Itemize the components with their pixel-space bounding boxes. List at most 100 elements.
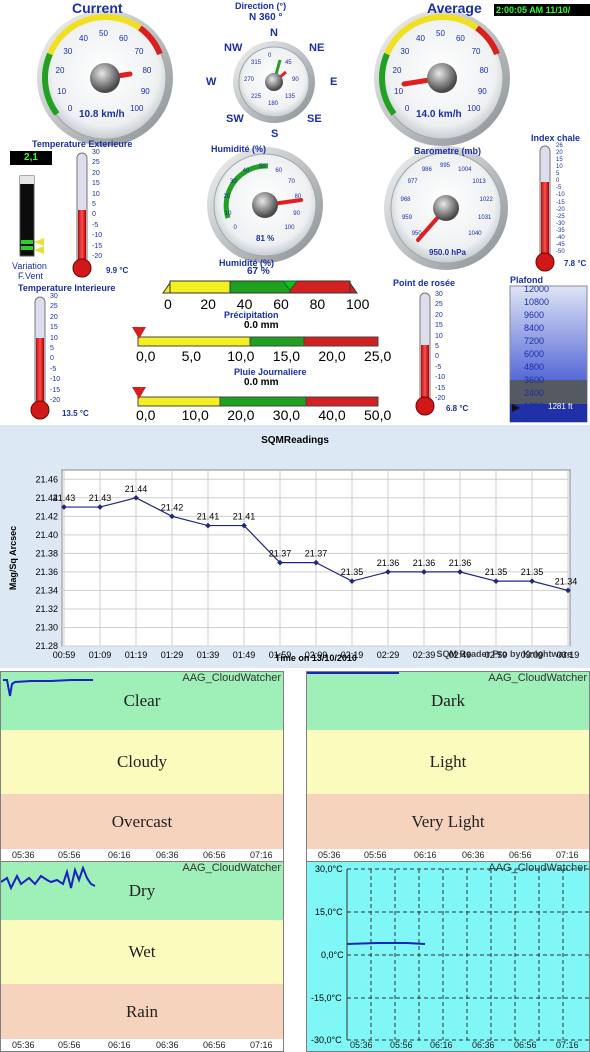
barometer-title: Barometre (mb) bbox=[414, 146, 482, 156]
tick-label: 40 bbox=[79, 33, 88, 43]
x-tick: 05:56 bbox=[390, 1040, 413, 1050]
tick-label: 25 bbox=[435, 301, 443, 309]
compass-nw: NW bbox=[224, 42, 243, 54]
data-label: 21.37 bbox=[305, 549, 328, 559]
tick-label: 950 bbox=[411, 231, 422, 238]
x-axis: 05:36 05:56 06:16 06:36 06:56 07:16 bbox=[0, 848, 284, 860]
tick-label: 90 bbox=[292, 77, 299, 83]
tick-label: 70 bbox=[471, 47, 481, 57]
tick-label: 80 bbox=[309, 296, 326, 312]
tick-label: 0 bbox=[164, 296, 172, 312]
weather-station-panel: Current Average 2:00:05 AM 11/10/ 0 10 20 3… bbox=[0, 0, 590, 425]
tick-label: -10 bbox=[92, 232, 103, 240]
tick-label: 0 bbox=[67, 104, 73, 114]
y-tick-label: 21.40 bbox=[35, 530, 58, 540]
x-axis: 05:36 05:56 06:16 06:36 06:56 07:16 bbox=[0, 1038, 284, 1050]
dark-band: Dark bbox=[307, 672, 589, 730]
y-tick-label: 21.32 bbox=[35, 604, 58, 614]
tick-label: 180 bbox=[268, 101, 279, 107]
tick-label: 10 bbox=[92, 190, 100, 198]
heat-index-value: 7.8 °C bbox=[564, 259, 587, 268]
data-point bbox=[565, 587, 571, 594]
cloudy-band: Cloudy bbox=[1, 730, 283, 794]
data-label: 21.36 bbox=[449, 558, 472, 568]
tick-label: 60 bbox=[275, 167, 283, 174]
tick-label: 40 bbox=[242, 167, 250, 174]
tick-label: 1040 bbox=[468, 231, 482, 238]
tick-label: 40 bbox=[236, 296, 253, 312]
tick-label: 90 bbox=[477, 86, 487, 96]
compass-w: W bbox=[206, 76, 217, 88]
precip-value: 0.0 mm bbox=[244, 320, 279, 331]
x-tick: 05:36 bbox=[12, 1040, 35, 1050]
compass-se: SE bbox=[307, 113, 322, 125]
humidity-bar bbox=[162, 280, 358, 294]
x-tick: 07:16 bbox=[250, 850, 273, 860]
x-tick: 05:36 bbox=[12, 850, 35, 860]
sqm-chart: SQMReadings Mag/Sq Arcsec Time on 13/10/… bbox=[8, 435, 580, 663]
x-tick: 07:16 bbox=[250, 1040, 273, 1050]
x-tick: 06:56 bbox=[514, 1040, 537, 1050]
tick-label: 90 bbox=[293, 211, 300, 218]
tick-label: 10800 bbox=[524, 297, 550, 307]
station-graphics bbox=[10, 10, 588, 423]
tick-label: 3600 bbox=[524, 375, 545, 385]
dew-point-thermometer bbox=[415, 292, 435, 416]
temp-ext-title: Temperature Exterieure bbox=[32, 139, 133, 149]
data-label: 21.36 bbox=[377, 558, 400, 568]
tick-label: -15 bbox=[92, 242, 103, 250]
tick-label: 100 bbox=[346, 296, 370, 312]
tick-label: -5 bbox=[435, 363, 442, 371]
dry-band: Dry bbox=[1, 862, 283, 920]
tick-label: 5 bbox=[556, 171, 560, 178]
tick-label: 30 bbox=[400, 47, 410, 57]
y-tick: -15,0°C bbox=[311, 993, 342, 1003]
direction-label: Direction (°) bbox=[235, 1, 287, 11]
tick-label: 20 bbox=[50, 313, 58, 321]
average-speed-gauge bbox=[374, 10, 510, 146]
tick-label: 5 bbox=[50, 345, 54, 352]
y-tick-label: 21.42 bbox=[35, 511, 58, 521]
current-speed-value: 10.8 km/h bbox=[79, 109, 125, 120]
cloudwatcher-section: Clear Cloudy Overcast AAG_CloudWatcher 0… bbox=[0, 668, 590, 1052]
x-tick-label: 01:29 bbox=[161, 650, 184, 660]
ceiling-title: Plafond bbox=[510, 275, 543, 285]
tick-label: 50 bbox=[99, 29, 108, 38]
sqm-chart-panel: SQMReadings Mag/Sq Arcsec Time on 13/10/… bbox=[0, 425, 590, 668]
x-tick: 06:16 bbox=[414, 850, 437, 860]
tick-label: -45 bbox=[556, 241, 565, 248]
rain-band: Rain bbox=[1, 984, 283, 1039]
tick-label: 0 bbox=[435, 353, 439, 361]
x-tick: 06:56 bbox=[203, 850, 226, 860]
tick-label: 5 bbox=[435, 343, 439, 350]
tick-label: 60 bbox=[455, 33, 465, 43]
data-label: 21.37 bbox=[269, 549, 292, 559]
ceiling-value: 1281 ft bbox=[548, 402, 573, 411]
tick-label: -20 bbox=[50, 397, 61, 404]
tick-label: 1022 bbox=[479, 196, 493, 203]
barometer-value: 950.0 hPa bbox=[429, 248, 466, 257]
tick-label: -40 bbox=[556, 234, 565, 241]
compass-n: N bbox=[270, 27, 278, 39]
y-tick: 15,0°C bbox=[315, 907, 343, 917]
humidity-gauge bbox=[207, 147, 323, 263]
data-label: 21.43 bbox=[89, 493, 112, 503]
x-tick: 07:16 bbox=[556, 850, 579, 860]
data-label: 21.35 bbox=[341, 567, 364, 577]
x-tick: 05:56 bbox=[58, 1040, 81, 1050]
heat-index-title: Index chale bbox=[531, 133, 581, 143]
panel-title: AAG_CloudWatcher bbox=[182, 862, 281, 874]
direction-value: N 360 ° bbox=[249, 12, 283, 23]
tick-label: 20,0 bbox=[227, 407, 255, 423]
tick-label: 20 bbox=[435, 311, 443, 319]
tick-label: 10,0 bbox=[227, 348, 255, 364]
x-tick-label: 03:19 bbox=[557, 650, 580, 660]
tick-label: 5 bbox=[92, 201, 96, 208]
daily-rain-bar bbox=[132, 387, 379, 407]
y-tick-label: 21.28 bbox=[35, 641, 58, 651]
tick-label: 30 bbox=[50, 293, 58, 300]
temp-ext-value: 9.9 °C bbox=[106, 266, 129, 275]
tick-label: -10 bbox=[435, 374, 446, 382]
tick-label: 0 bbox=[404, 104, 410, 114]
tick-label: 10,0 bbox=[181, 407, 209, 423]
